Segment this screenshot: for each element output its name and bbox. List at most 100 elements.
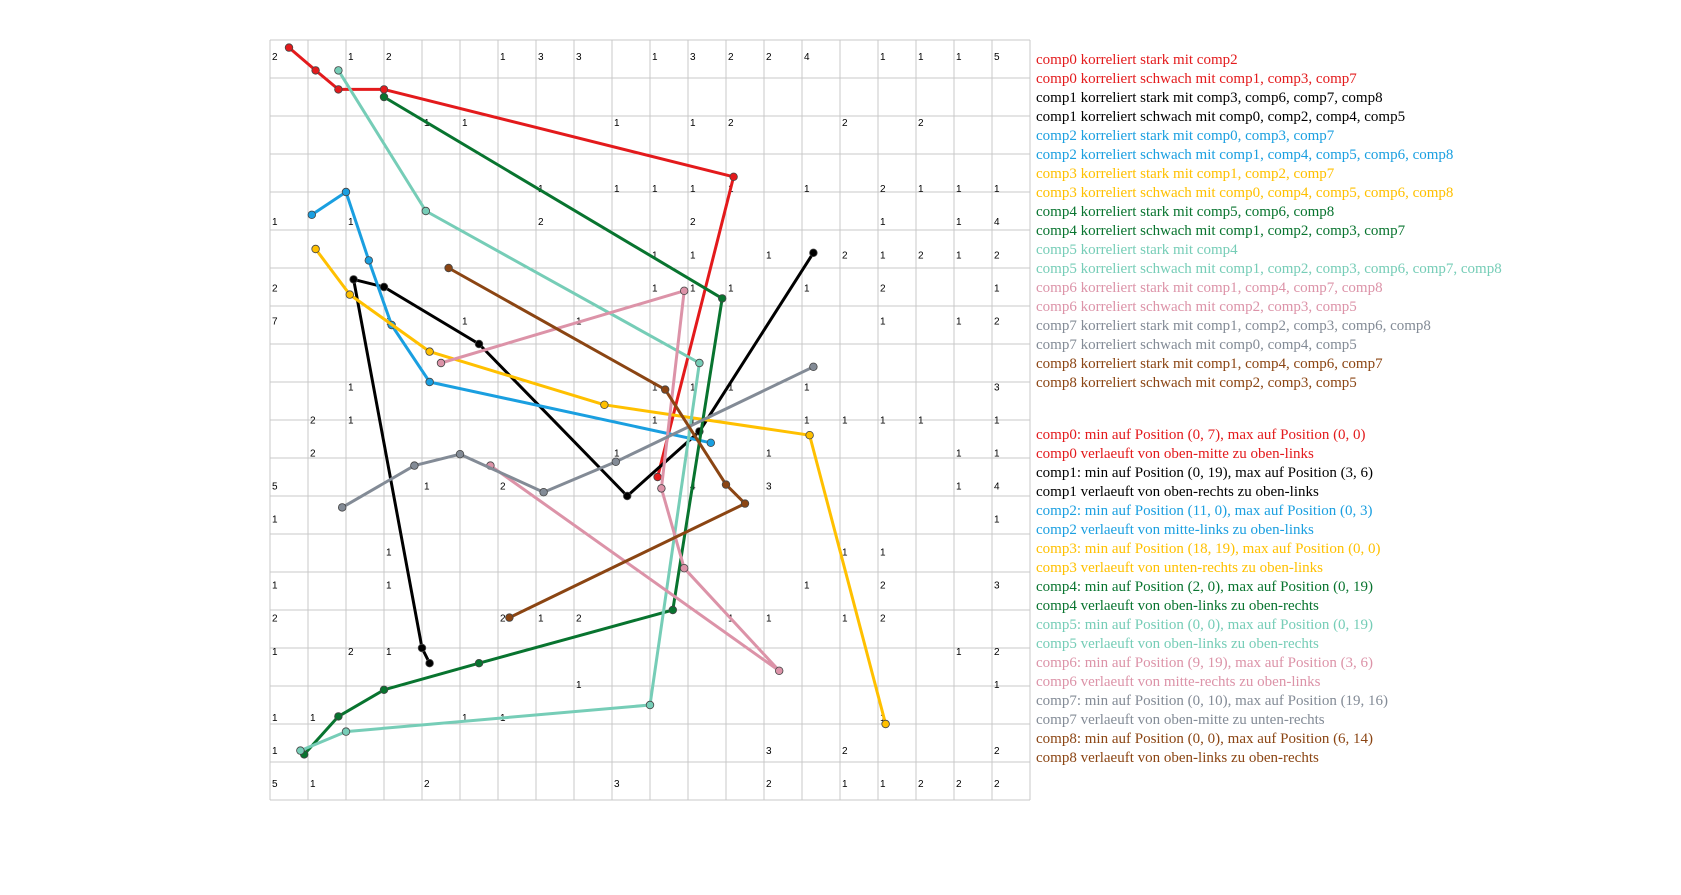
cell-count-label: 1 bbox=[804, 184, 810, 195]
cell-count-label: 1 bbox=[956, 184, 962, 195]
annotations: comp0: min auf Position (0, 7), max auf … bbox=[1036, 427, 1388, 766]
series-point bbox=[809, 248, 818, 257]
cell-count-label: 1 bbox=[880, 217, 886, 228]
series-point bbox=[379, 282, 389, 292]
series-point bbox=[600, 400, 609, 409]
series-point bbox=[425, 659, 434, 668]
cell-count-label: 2 bbox=[576, 614, 582, 625]
annotation-text: comp1: min auf Position (0, 19), max auf… bbox=[1036, 465, 1373, 481]
series-point bbox=[296, 746, 305, 755]
series-point bbox=[334, 66, 343, 75]
cell-count-label: 2 bbox=[272, 614, 278, 625]
series-point bbox=[775, 666, 784, 675]
cell-count-label: 1 bbox=[880, 779, 886, 790]
series-lines bbox=[284, 43, 890, 759]
cell-count-label: 1 bbox=[994, 680, 1000, 691]
series-line bbox=[341, 365, 815, 509]
cell-count-label: 1 bbox=[690, 118, 696, 129]
cell-count-label: 1 bbox=[272, 713, 278, 724]
cell-count-label: 2 bbox=[272, 52, 278, 63]
cell-count-label: 1 bbox=[994, 184, 1000, 195]
cell-count-label: 2 bbox=[994, 779, 1000, 790]
cell-count-label: 1 bbox=[652, 52, 658, 63]
series-point bbox=[729, 172, 738, 181]
cell-count-label: 3 bbox=[994, 581, 1000, 592]
legend-entry: comp5 korreliert stark mit comp4 bbox=[1036, 242, 1238, 258]
annotation-text: comp5: min auf Position (0, 0), max auf … bbox=[1036, 617, 1373, 633]
cell-count-label: 1 bbox=[272, 581, 278, 592]
annotation-text: comp2: min auf Position (11, 0), max auf… bbox=[1036, 503, 1373, 519]
cell-count-label: 1 bbox=[652, 184, 658, 195]
series-point bbox=[721, 480, 731, 489]
cell-count-label: 2 bbox=[918, 250, 924, 261]
series-point bbox=[706, 438, 715, 447]
cell-count-label: 1 bbox=[348, 382, 354, 393]
series-point bbox=[341, 187, 351, 197]
series-point bbox=[425, 377, 434, 387]
cell-count-label: 1 bbox=[614, 184, 620, 195]
series-point bbox=[695, 358, 704, 368]
cell-count-label: 1 bbox=[880, 415, 886, 426]
cell-count-label: 1 bbox=[348, 217, 354, 228]
cell-count-label: 2 bbox=[994, 746, 1000, 757]
cell-count-label: 3 bbox=[766, 746, 772, 757]
cell-count-label: 1 bbox=[956, 250, 962, 261]
cell-count-label: 2 bbox=[880, 581, 886, 592]
series-point bbox=[474, 339, 484, 349]
cell-count-label: 1 bbox=[576, 680, 582, 691]
series-point bbox=[311, 66, 320, 75]
legend-entry: comp6 korreliert schwach mit comp2, comp… bbox=[1036, 299, 1357, 315]
cell-count-label: 1 bbox=[652, 382, 658, 393]
cell-count-label: 1 bbox=[652, 415, 658, 426]
cell-count-label: 3 bbox=[614, 779, 620, 790]
cell-count-label: 4 bbox=[804, 52, 810, 63]
cell-count-label: 1 bbox=[842, 548, 848, 559]
legend-entry: comp0 korreliert stark mit comp2 bbox=[1036, 52, 1238, 68]
cell-count-label: 2 bbox=[918, 779, 924, 790]
series-point bbox=[805, 431, 814, 440]
cell-count-label: 1 bbox=[462, 118, 468, 129]
legend-entry: comp3 korreliert schwach mit comp0, comp… bbox=[1036, 185, 1453, 201]
series-point bbox=[645, 700, 655, 710]
cell-count-label: 1 bbox=[956, 647, 962, 658]
cell-count-label: 1 bbox=[766, 250, 772, 261]
cell-count-label: 1 bbox=[994, 449, 1000, 460]
series-line bbox=[447, 266, 747, 619]
series-point bbox=[436, 358, 446, 368]
cell-count-label: 2 bbox=[538, 217, 544, 228]
legend-entry: comp6 korreliert stark mit comp1, comp4,… bbox=[1036, 280, 1383, 296]
cell-count-label: 1 bbox=[956, 52, 962, 63]
cell-count-label: 1 bbox=[918, 415, 924, 426]
cell-count-label: 2 bbox=[880, 614, 886, 625]
cell-count-label: 1 bbox=[880, 548, 886, 559]
cell-count-label: 1 bbox=[690, 184, 696, 195]
legend-entry: comp7 korreliert schwach mit comp0, comp… bbox=[1036, 337, 1357, 353]
series-point bbox=[307, 210, 316, 219]
series-point bbox=[657, 484, 666, 493]
cell-count-label: 4 bbox=[994, 217, 1000, 228]
cell-count-label: 2 bbox=[956, 779, 962, 790]
legend-entry: comp2 korreliert schwach mit comp1, comp… bbox=[1036, 147, 1453, 163]
annotation-text: comp8: min auf Position (0, 0), max auf … bbox=[1036, 731, 1373, 747]
series-point bbox=[653, 472, 662, 482]
series-point bbox=[505, 613, 514, 622]
cell-count-label: 1 bbox=[956, 482, 962, 493]
cell-count-label: 1 bbox=[614, 449, 620, 460]
cell-count-label: 1 bbox=[842, 415, 848, 426]
series-point bbox=[809, 362, 818, 371]
cell-count-label: 1 bbox=[348, 415, 354, 426]
cell-count-label: 1 bbox=[424, 482, 430, 493]
cell-count-label: 1 bbox=[880, 52, 886, 63]
cell-count-label: 1 bbox=[728, 283, 734, 294]
cell-count-label: 1 bbox=[956, 217, 962, 228]
cell-count-label: 1 bbox=[272, 647, 278, 658]
series-point bbox=[623, 491, 632, 501]
series-point bbox=[668, 605, 677, 615]
cell-count-label: 2 bbox=[994, 316, 1000, 327]
legend-entry: comp4 korreliert stark mit comp5, comp6,… bbox=[1036, 204, 1334, 220]
legend-entry: comp2 korreliert stark mit comp0, comp3,… bbox=[1036, 128, 1335, 144]
cell-count-label: 1 bbox=[348, 52, 354, 63]
cell-count-label: 1 bbox=[804, 382, 810, 393]
cell-count-label: 1 bbox=[386, 647, 392, 658]
annotation-text: comp0 verlaeuft von oben-mitte zu oben-l… bbox=[1036, 446, 1314, 462]
